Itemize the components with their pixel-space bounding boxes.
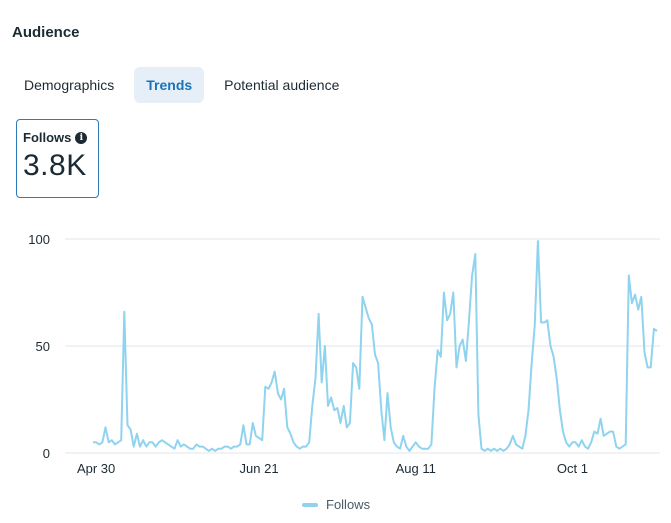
chart-legend[interactable]: Follows (302, 497, 370, 512)
x-tick-label: Aug 11 (396, 461, 436, 476)
tab-trends[interactable]: Trends (134, 67, 205, 103)
x-tick-label: Oct 1 (557, 461, 588, 476)
x-tick-label: Jun 21 (240, 461, 279, 476)
y-tick-label: 100 (28, 232, 50, 247)
x-tick-label: Apr 30 (77, 461, 115, 476)
y-tick-label: 0 (43, 446, 50, 461)
y-tick-label: 50 (36, 339, 50, 354)
audience-title: Audience (12, 24, 80, 41)
metric-value: 3.8K (23, 149, 87, 182)
tab-demographics[interactable]: Demographics (24, 77, 115, 93)
metric-label: Follows (23, 130, 72, 145)
legend-label: Follows (326, 497, 371, 512)
legend-swatch (302, 502, 318, 507)
tab-potential-audience[interactable]: Potential audience (224, 77, 340, 93)
follows-metric-card[interactable]: Follows i 3.8K (16, 119, 99, 198)
info-icon[interactable]: i (75, 131, 88, 144)
follows-line-chart: 0 50 100 Apr 30 Jun 21 Aug 11 Oct 1 (28, 232, 660, 476)
tab-bar: Demographics Trends Potential audience (12, 67, 351, 103)
series-line-follows (93, 240, 658, 452)
metric-header: Follows i (23, 130, 92, 145)
